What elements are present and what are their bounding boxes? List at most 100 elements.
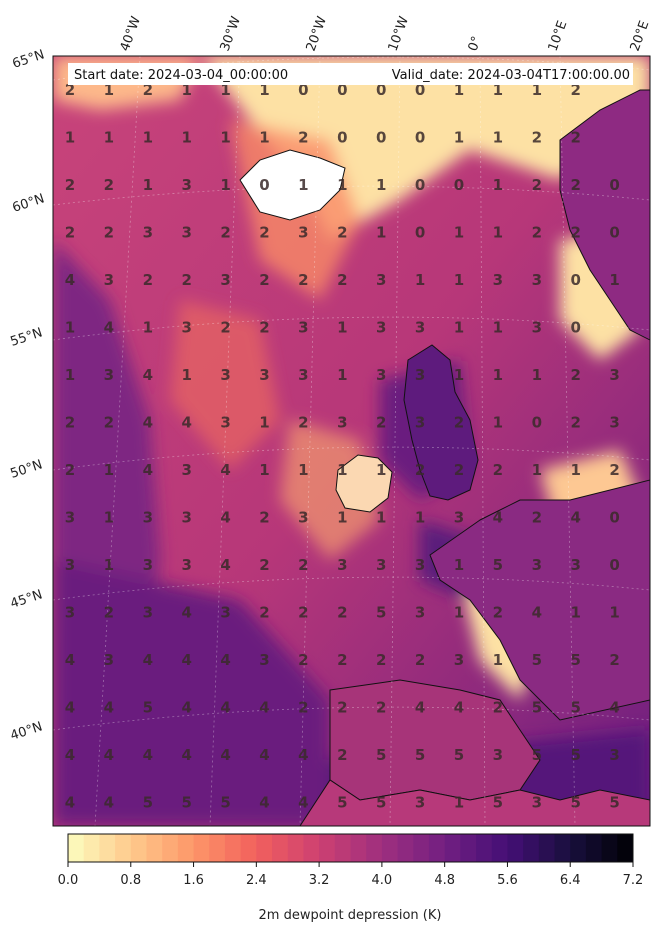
grid-value: 2 [570, 366, 580, 384]
grid-value: 2 [181, 271, 191, 289]
colorbar-tick-label: 1.6 [183, 873, 204, 888]
grid-value: 3 [143, 556, 153, 574]
grid-value: 3 [65, 556, 75, 574]
grid-value: 1 [454, 224, 464, 242]
grid-value: 2 [570, 129, 580, 147]
colorbar-cell [130, 834, 147, 862]
colorbar-frame [67, 833, 634, 863]
grid-value: 4 [532, 604, 542, 622]
grid-value: 3 [609, 746, 619, 764]
colorbar-cell [428, 834, 446, 862]
lon-label-10w: 10°W [386, 14, 412, 53]
grid-value: 3 [415, 414, 425, 432]
grid-value: 2 [337, 271, 347, 289]
grid-value: 1 [259, 461, 269, 479]
value-grid: 2 1 2 1 1 1 0 0 0 0 1 1 1 2 1 1 1 1 1 1 2 0 0 0 1 1 2 2 2 2 1 3 1 0 1 1 1 0 0 1… [65, 81, 620, 812]
grid-value: 2 [337, 604, 347, 622]
colorbar-cell [272, 834, 289, 862]
grid-value: 2 [298, 271, 308, 289]
grid-value: 1 [104, 81, 114, 99]
grid-value: 0 [376, 81, 386, 99]
grid-value: 2 [532, 176, 542, 194]
colorbar-cell [413, 834, 430, 862]
grid-value: 1 [65, 366, 75, 384]
grid-value: 3 [65, 509, 75, 527]
grid-value: 0 [415, 176, 425, 194]
grid-value: 2 [493, 604, 503, 622]
lat-label-60n: 60°N [11, 191, 47, 215]
lon-label-20e: 20°E [628, 19, 653, 54]
grid-value: 2 [65, 414, 75, 432]
colorbar-cell [177, 834, 195, 862]
grid-value: 2 [532, 224, 542, 242]
map-field: 2 1 2 1 1 1 0 0 0 0 1 1 1 2 1 1 1 1 1 1 2 0 0 0 1 1 2 2 2 2 1 3 1 0 1 1 1 0 0 1… [53, 56, 650, 826]
colorbar-ticks: 0.0 0.8 1.6 2.4 3.2 4.0 4.8 5.6 6.4 7.2 [58, 862, 643, 888]
grid-value: 5 [493, 556, 503, 574]
grid-value: 4 [181, 414, 191, 432]
colorbar-cells [68, 834, 634, 862]
grid-value: 5 [415, 746, 425, 764]
grid-value: 5 [143, 699, 153, 717]
grid-value: 2 [493, 699, 503, 717]
grid-value: 3 [181, 224, 191, 242]
latitude-labels: 65°N 60°N 55°N 50°N 45°N 40°N [9, 47, 47, 743]
grid-value: 3 [181, 461, 191, 479]
grid-value: 3 [143, 509, 153, 527]
grid-value: 4 [259, 746, 269, 764]
colorbar-cell [68, 834, 85, 862]
grid-value: 1 [415, 271, 425, 289]
grid-value: 4 [143, 746, 153, 764]
grid-value: 1 [143, 129, 153, 147]
grid-value: 1 [570, 461, 580, 479]
grid-value: 5 [570, 746, 580, 764]
grid-value: 2 [65, 81, 75, 99]
grid-value: 1 [493, 81, 503, 99]
grid-value: 5 [532, 699, 542, 717]
grid-value: 1 [570, 604, 580, 622]
grid-value: 1 [143, 176, 153, 194]
grid-value: 2 [298, 414, 308, 432]
grid-value: 1 [337, 319, 347, 337]
grid-value: 4 [65, 746, 75, 764]
grid-value: 1 [337, 461, 347, 479]
grid-value: 1 [532, 366, 542, 384]
grid-value: 0 [376, 129, 386, 147]
grid-value: 3 [220, 366, 230, 384]
grid-value: 0 [415, 224, 425, 242]
grid-value: 2 [454, 414, 464, 432]
grid-value: 0 [570, 271, 580, 289]
grid-value: 1 [609, 271, 619, 289]
grid-value: 2 [65, 461, 75, 479]
grid-value: 1 [298, 461, 308, 479]
grid-value: 1 [532, 461, 542, 479]
colorbar-cell [617, 834, 634, 862]
grid-value: 4 [65, 271, 75, 289]
lat-label-50n: 50°N [9, 457, 45, 481]
grid-value: 4 [104, 794, 114, 812]
grid-value: 1 [454, 81, 464, 99]
grid-value: 3 [259, 366, 269, 384]
grid-value: 1 [493, 176, 503, 194]
grid-value: 3 [532, 556, 542, 574]
grid-value: 3 [220, 271, 230, 289]
grid-value: 0 [609, 509, 619, 527]
grid-value: 1 [493, 224, 503, 242]
colorbar-cell [554, 834, 571, 862]
grid-value: 1 [415, 509, 425, 527]
grid-value: 0 [415, 129, 425, 147]
grid-value: 3 [104, 271, 114, 289]
lat-label-45n: 45°N [9, 587, 45, 611]
colorbar-cell [334, 834, 351, 862]
grid-value: 2 [570, 224, 580, 242]
grid-value: 2 [259, 224, 269, 242]
colorbar-cell [287, 834, 304, 862]
lat-label-65n: 65°N [11, 47, 47, 71]
grid-value: 3 [181, 319, 191, 337]
grid-value: 4 [220, 556, 230, 574]
colorbar-cell [601, 834, 618, 862]
grid-value: 3 [609, 366, 619, 384]
colorbar-tick-label: 0.0 [58, 873, 79, 888]
grid-value: 2 [532, 129, 542, 147]
grid-value: 3 [181, 556, 191, 574]
grid-value: 5 [609, 794, 619, 812]
